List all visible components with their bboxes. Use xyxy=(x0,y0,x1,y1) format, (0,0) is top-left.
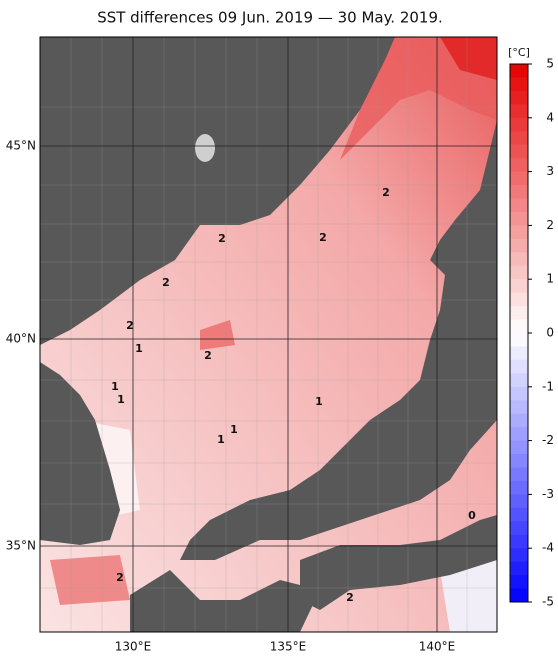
colorbar-tick-label: 2 xyxy=(546,218,554,232)
colorbar-cell xyxy=(510,575,528,590)
colorbar-cell xyxy=(510,238,528,253)
contour-label: 2 xyxy=(116,571,124,584)
warm-patch xyxy=(440,37,497,80)
land xyxy=(180,120,497,560)
colorbar-cell xyxy=(510,494,528,509)
colorbar-cell xyxy=(510,171,528,186)
lon-label: 135°E xyxy=(270,640,307,654)
minor-grid xyxy=(40,37,497,632)
colorbar-cell xyxy=(510,467,528,482)
contour-label: 1 xyxy=(230,423,238,436)
colorbar-tick-label: 4 xyxy=(546,110,554,124)
contour-label: 2 xyxy=(162,276,170,289)
colorbar-tick-label: -5 xyxy=(542,595,554,609)
map-title: SST differences 09 Jun. 2019 — 30 May. 2… xyxy=(97,9,443,27)
contour-label: 1 xyxy=(217,433,225,446)
contour-label: 2 xyxy=(218,232,226,245)
colorbar-cell xyxy=(510,292,528,307)
colorbar-cell xyxy=(510,77,528,92)
colorbar-cell xyxy=(510,373,528,388)
lat-label: 35°N xyxy=(6,539,36,553)
colorbar-cell xyxy=(510,359,528,374)
colorbar-cell xyxy=(510,158,528,173)
map-frame xyxy=(39,36,498,633)
colorbar-tick-label: -3 xyxy=(542,487,554,501)
colorbar-cell xyxy=(510,225,528,240)
colorbar-tick-label: 5 xyxy=(546,57,554,71)
colorbar-cell xyxy=(510,454,528,468)
colorbar-cell xyxy=(510,561,528,576)
lat-label: 45°N xyxy=(6,139,36,153)
colorbar-tick-label: 1 xyxy=(546,272,554,286)
colorbar-cell xyxy=(510,346,528,361)
contour-label: 1 xyxy=(135,342,143,355)
land xyxy=(40,37,395,345)
colorbar-cell xyxy=(510,427,528,442)
colorbar-cell xyxy=(510,185,528,199)
colorbar-cell xyxy=(510,400,528,415)
colorbar-cell xyxy=(510,64,528,78)
land xyxy=(300,515,497,610)
colorbar-cell xyxy=(510,198,528,213)
colorbar-cell xyxy=(510,588,528,603)
colorbar-cell xyxy=(510,90,528,105)
contour-label: 2 xyxy=(126,319,134,332)
lon-label: 140°E xyxy=(419,640,456,654)
lake xyxy=(195,134,215,162)
colorbar-tick-label: -4 xyxy=(542,541,554,555)
contour-label: 2 xyxy=(382,186,390,199)
contour-labels: 2 2 2 2 2 1 2 1 1 1 1 1 0 2 2 xyxy=(111,186,476,604)
colorbar-cell xyxy=(510,279,528,294)
contour-label: 1 xyxy=(111,380,119,393)
colorbar-cell xyxy=(510,306,528,321)
colorbar-tick-label: -2 xyxy=(542,433,554,447)
colorbar-tick-label: 3 xyxy=(546,164,554,178)
contour-label: 1 xyxy=(315,395,323,408)
colorbar-cell xyxy=(510,117,528,132)
lat-label: 40°N xyxy=(6,332,36,346)
cool-patch xyxy=(440,560,497,632)
colorbar-cell xyxy=(510,319,528,334)
colorbar-cell xyxy=(510,104,528,119)
colorbar-cell xyxy=(510,131,528,146)
land xyxy=(130,570,320,632)
map-area: 2 2 2 2 2 1 2 1 1 1 1 1 0 2 2 xyxy=(40,37,497,632)
colorbar-cell xyxy=(510,548,528,563)
contour-label: 1 xyxy=(117,393,125,406)
lon-label: 130°E xyxy=(115,640,152,654)
colorbar-cell xyxy=(510,534,528,549)
contour-label: 2 xyxy=(204,349,212,362)
colorbar: 5 4 3 2 1 0 -1 -2 -3 -4 -5 xyxy=(509,57,554,609)
colorbar-cell xyxy=(510,144,528,159)
colorbar-tick-label: -1 xyxy=(542,379,554,393)
colorbar-cell xyxy=(510,413,528,428)
colorbar-cell xyxy=(510,211,528,226)
colorbar-unit: [°C] xyxy=(508,46,530,59)
contour-label: 2 xyxy=(319,231,327,244)
colorbar-cell xyxy=(510,480,528,495)
contour-label: 0 xyxy=(468,509,476,522)
colorbar-cell xyxy=(510,507,528,522)
colorbar-cell xyxy=(510,333,528,347)
colorbar-cell xyxy=(510,252,528,267)
colorbar-tick-label: 0 xyxy=(546,326,554,340)
colorbar-cell xyxy=(510,521,528,536)
warm-patch xyxy=(50,555,130,605)
contour-label: 2 xyxy=(346,591,354,604)
warm-patch xyxy=(200,320,235,350)
colorbar-cell xyxy=(510,386,528,401)
colorbar-cell xyxy=(510,265,528,280)
land xyxy=(40,362,120,545)
colorbar-cell xyxy=(510,440,528,455)
